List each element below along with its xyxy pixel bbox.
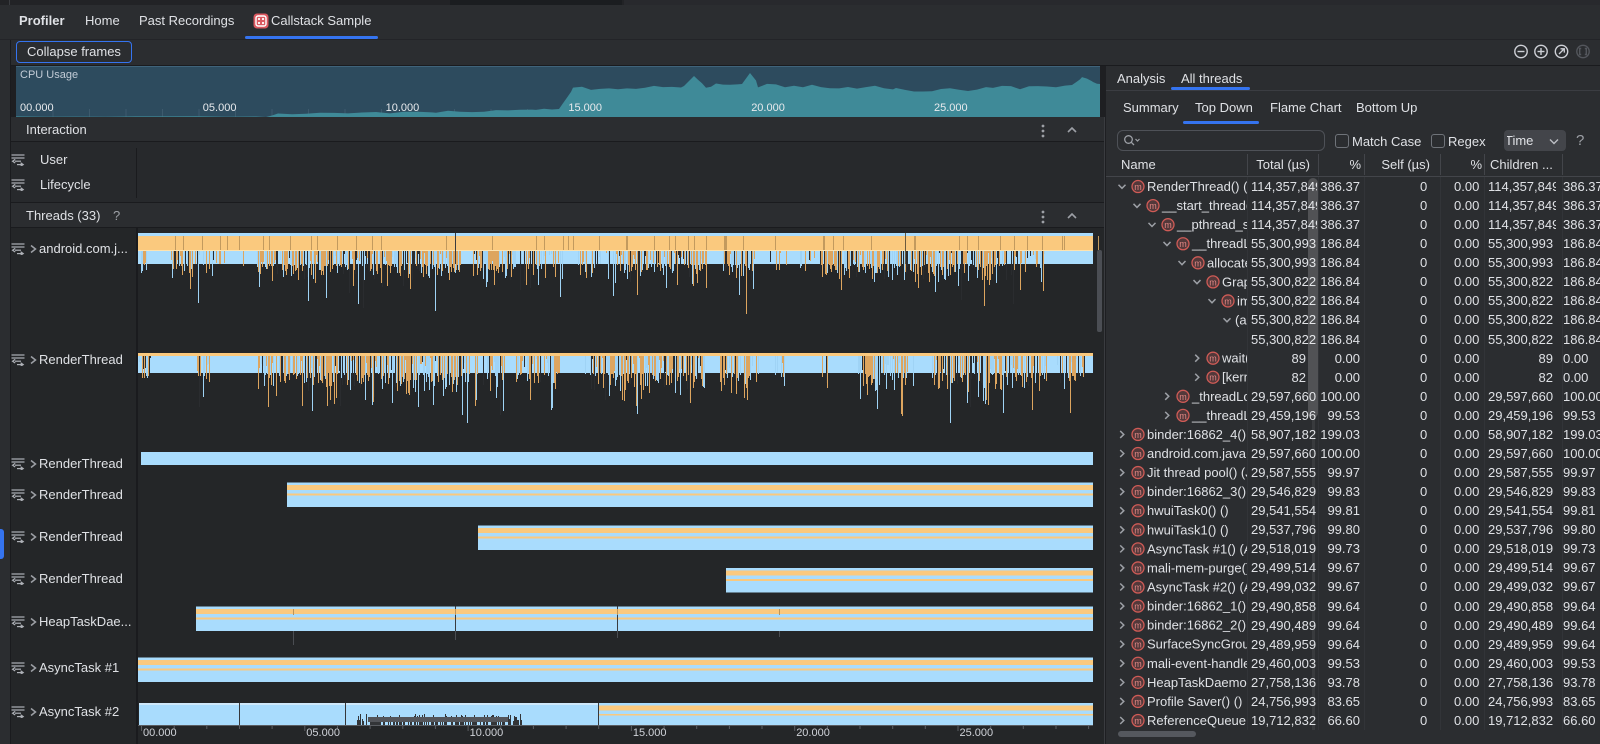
svg-text:m: m [1164, 220, 1172, 230]
svg-text:m: m [1134, 506, 1142, 516]
svg-text:m: m [1134, 602, 1142, 612]
svg-text:ReferenceQueueDaemo: ReferenceQueueDaemo [1147, 713, 1247, 728]
svg-text:m: m [1134, 697, 1142, 707]
svg-text:m: m [1134, 182, 1142, 192]
svg-text:m: m [1134, 678, 1142, 688]
svg-text:__threadLoop(void*): __threadLoop(void*) [1191, 408, 1247, 423]
svg-text:m: m [1134, 487, 1142, 497]
svg-text:_threadLoop(void*): _threadLoop(void*) [1191, 389, 1247, 404]
svg-text:GraphicBufferAllocator: GraphicBufferAllocator [1222, 274, 1247, 289]
svg-text:m: m [1134, 716, 1142, 726]
svg-text:m: m [1209, 373, 1217, 383]
svg-text:SurfaceSyncGroupTime: SurfaceSyncGroupTime [1147, 637, 1247, 652]
svg-text:android.com.java.profile: android.com.java.profile [1147, 446, 1247, 461]
svg-text:HeapTaskDaemon() (H: HeapTaskDaemon() (H [1147, 675, 1247, 690]
svg-text:binder:16862_3() (binde: binder:16862_3() (binde [1147, 484, 1247, 499]
svg-text:mali-event-handle() (m: mali-event-handle() (m [1147, 656, 1247, 671]
svg-text:m: m [1149, 201, 1157, 211]
svg-text:m: m [1209, 354, 1217, 364]
svg-text:binder:16862_1() (binde: binder:16862_1() (binde [1147, 599, 1247, 614]
svg-text:hwuiTask1() (): hwuiTask1() () [1147, 522, 1229, 537]
svg-text:m: m [1134, 640, 1142, 650]
svg-text:m: m [1134, 525, 1142, 535]
svg-text:m: m [1134, 468, 1142, 478]
svg-text:binder:16862_4() (binde: binder:16862_4() (binde [1147, 427, 1247, 442]
svg-text:(anonymous na: (anonymous na [1235, 313, 1247, 328]
svg-text:binder:16862_2() (binde: binder:16862_2() (binde [1147, 618, 1247, 633]
svg-text:m: m [1134, 659, 1142, 669]
svg-text:__pthread_start(void*): __pthread_start(void*) [1176, 217, 1247, 232]
svg-text:allocate(GraphicBuffer): allocate(GraphicBuffer) [1207, 255, 1247, 270]
svg-text:m: m [1134, 430, 1142, 440]
svg-text:Jit thread pool() (Jit thre: Jit thread pool() (Jit thre [1147, 465, 1247, 480]
svg-text:m: m [1209, 277, 1217, 287]
svg-text:m: m [1179, 392, 1187, 402]
svg-text:Profile Saver() (): Profile Saver() () [1147, 694, 1242, 709]
svg-text:mali-mem-purge() (mali: mali-mem-purge() (mali [1147, 560, 1247, 575]
svg-text:wait(): wait() [1221, 351, 1247, 366]
svg-text:__start_thread(void* (*)(: __start_thread(void* (*)( [1161, 198, 1247, 213]
svg-text:m: m [1134, 449, 1142, 459]
svg-text:importBuffer(hardware: importBuffer(hardware [1237, 293, 1247, 308]
svg-text:m: m [1194, 258, 1202, 268]
svg-text:m: m [1134, 583, 1142, 593]
svg-text:m: m [1134, 621, 1142, 631]
svg-text:m: m [1179, 239, 1187, 249]
svg-text:RenderThread() (RenderT: RenderThread() (RenderT [1147, 179, 1247, 194]
svg-text:m: m [1224, 296, 1232, 306]
svg-text:AsyncTask #1() (AsyncT: AsyncTask #1() (AsyncT [1147, 541, 1247, 556]
svg-text:m: m [1134, 544, 1142, 554]
svg-text:hwuiTask0() (): hwuiTask0() () [1147, 503, 1229, 518]
svg-text:m: m [1134, 563, 1142, 573]
svg-text:m: m [1179, 411, 1187, 421]
svg-text:__threadLoop(void*): __threadLoop(void*) [1191, 236, 1247, 251]
svg-text:AsyncTask #2() (AsyncT: AsyncTask #2() (AsyncT [1147, 580, 1247, 595]
svg-text:[kernel.kallsyms]+offse: [kernel.kallsyms]+offse [1222, 370, 1247, 385]
